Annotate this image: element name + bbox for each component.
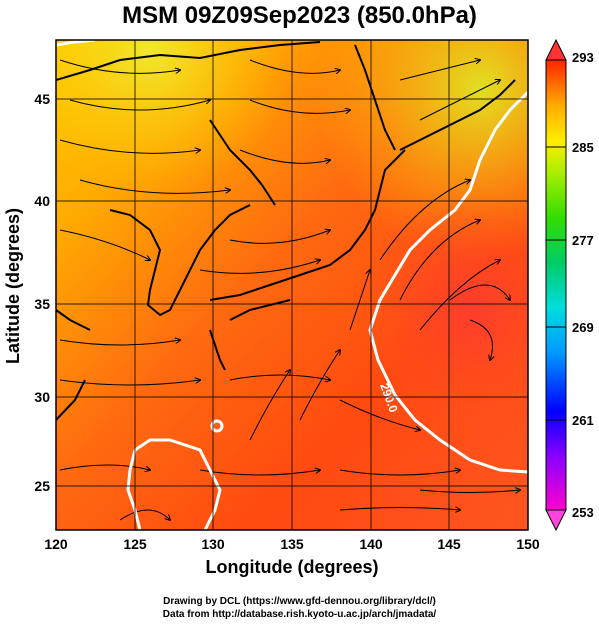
x-tick-label: 145 bbox=[437, 536, 461, 552]
colorbar-bottom-arrow bbox=[545, 509, 567, 532]
y-tick-label: 45 bbox=[34, 91, 50, 107]
y-tick-label: 35 bbox=[34, 296, 50, 312]
credit-data: Data from http://database.rish.kyoto-u.a… bbox=[162, 609, 437, 620]
y-tick-label: 25 bbox=[34, 478, 50, 494]
y-tick-labels: 25 30 35 40 45 bbox=[34, 91, 50, 494]
colorbar-tick-label: 293 bbox=[572, 50, 594, 65]
x-tick-label: 135 bbox=[280, 536, 304, 552]
y-tick-label: 30 bbox=[34, 389, 50, 405]
contour-290 bbox=[56, 40, 528, 530]
y-tick-label: 40 bbox=[34, 193, 50, 209]
x-tick-labels: 120 125 130 135 140 145 150 bbox=[44, 536, 540, 552]
x-tick-label: 150 bbox=[516, 536, 540, 552]
colorbar-tick-label: 261 bbox=[572, 413, 594, 428]
plot-frame bbox=[55, 39, 529, 531]
colorbar-tick-label: 277 bbox=[572, 233, 594, 248]
y-axis-label: Latitude (degrees) bbox=[3, 207, 23, 365]
credit-drawing: Drawing by DCL (https://www.gfd-dennou.o… bbox=[163, 596, 436, 607]
streamlines bbox=[59, 60, 520, 520]
x-tick-label: 120 bbox=[44, 536, 68, 552]
colorbar-tick-label: 269 bbox=[572, 320, 594, 335]
colorbar-top-arrow bbox=[545, 38, 567, 61]
x-tick-label: 125 bbox=[123, 536, 147, 552]
colorbar-tick-label: 253 bbox=[572, 505, 594, 520]
coastlines bbox=[56, 41, 516, 421]
x-axis-label: Longitude (degrees) bbox=[205, 557, 379, 577]
colorbar: 293 285 277 269 261 253 bbox=[545, 38, 594, 532]
x-tick-label: 140 bbox=[359, 536, 383, 552]
colorbar-tick-label: 285 bbox=[572, 140, 594, 155]
x-tick-label: 130 bbox=[201, 536, 225, 552]
graticule bbox=[56, 40, 528, 530]
colorbar-bar bbox=[545, 59, 567, 511]
chart-title: MSM 09Z09Sep2023 (850.0hPa) bbox=[122, 2, 477, 29]
